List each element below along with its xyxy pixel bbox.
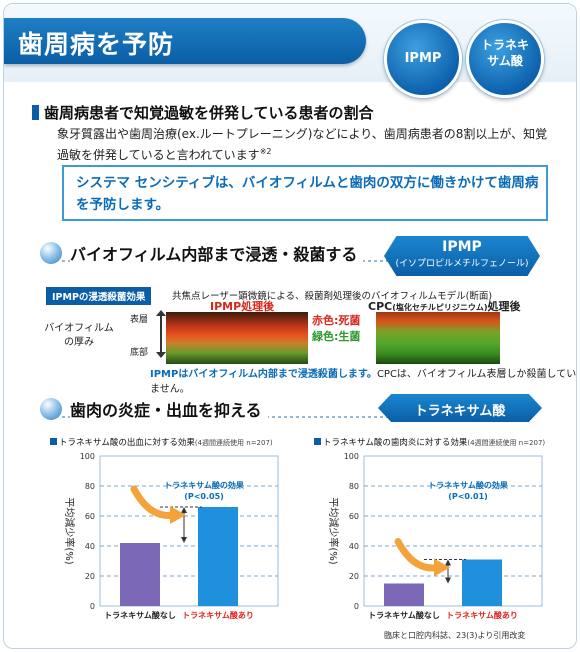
footnote-mark: ※2 <box>259 147 272 156</box>
section1-body: 象牙質露出や歯周治療(ex.ルートプレーニング)などにより、歯周病患者の8割以上… <box>57 125 557 164</box>
chart1-svg: 0 20 40 60 80 100 平均減少率(%) トラネキサム酸なし トラネキサム酸あり トラ… <box>63 452 279 620</box>
summary-callout-text: システマ センシティブは、バイオフィルムと歯肉の双方に働きかけて歯周病を予防しま… <box>76 175 539 213</box>
y-tick-label: 100 <box>344 452 359 461</box>
y-tick-label: 60 <box>85 512 95 521</box>
y-tick-label: 80 <box>85 482 95 491</box>
bar-with <box>198 507 238 606</box>
cpc-label-paren: (塩化セチルピリジニウム) <box>392 303 488 312</box>
tranexamic-circle-label: トラネキサム酸 <box>480 38 529 68</box>
y-tick-label: 100 <box>80 452 95 461</box>
bracket-arrow-down-icon <box>445 577 451 584</box>
section2-band: バイオフィルム内部まで浸透・殺菌する <box>40 240 552 270</box>
chart2-title-text: トラネキサム酸の歯肉炎に対する効果 <box>323 438 468 448</box>
y-tick-label: 40 <box>85 542 95 551</box>
y-tick-label: 20 <box>349 572 359 581</box>
effect-arrowhead-icon <box>170 506 186 524</box>
cpc-micrograph <box>376 312 500 364</box>
square-bullet-icon <box>50 438 57 445</box>
chart1-title-text: トラネキサム酸の出血に対する効果 <box>59 438 195 448</box>
axis-top-label: 表層 <box>130 315 149 325</box>
legend-dead: 赤色:死菌 <box>312 314 361 327</box>
thickness-arrow-icon <box>156 310 166 358</box>
category-label: トラネキサム酸あり <box>446 610 518 620</box>
chart1-title: トラネキサム酸の出血に対する効果(4週間連続使用 n=207) <box>50 436 273 448</box>
y-axis-label: 平均減少率(%) <box>63 497 76 564</box>
bracket-arrow-down-icon <box>181 537 187 543</box>
y-tick-label: 0 <box>90 602 95 611</box>
y-tick-label: 20 <box>85 572 95 581</box>
tranexamic-circle-badge: トラネキサム酸 <box>466 20 544 98</box>
effect-annotation: トラネキサム酸の効果 <box>164 480 244 490</box>
chart1-subtitle: (4週間連続使用 n=207) <box>194 439 273 447</box>
effect-arrowhead-icon <box>434 558 450 577</box>
ipmp-badge: IPMP (イソプロピルメチルフェノール) <box>384 236 540 276</box>
tranexamic-badge-label: トラネキサム酸 <box>414 404 506 419</box>
reference-note: 臨床と口腔内科誌、23(3)より引用改変 <box>384 631 526 640</box>
square-bullet-icon <box>314 438 321 445</box>
cpc-label-main: CPC <box>368 300 393 313</box>
ipmp-circle-label: IPMP <box>404 51 442 66</box>
cpc-image-label: CPC(塩化セチルピリジニウム)処理後 <box>368 298 521 314</box>
category-label: トラネキサム酸なし <box>368 610 440 620</box>
p-value-label: (P<0.01) <box>448 492 488 501</box>
ipmp-badge-main: IPMP <box>442 239 482 255</box>
axis-bottom-label: 底部 <box>130 348 149 358</box>
section2-heading: バイオフィルム内部まで浸透・殺菌する <box>70 241 364 265</box>
y-axis-label: 平均減少率(%) <box>327 497 340 564</box>
header: 歯周病を予防 <box>4 4 576 82</box>
method-caption: 共焦点レーザー顕微鏡による、殺菌剤処理後のバイオフィルムモデル(断面) <box>172 291 493 302</box>
tranexamic-badge: トラネキサム酸 <box>378 394 542 422</box>
summary-callout: システマ センシティブは、バイオフィルムと歯肉の双方に働きかけて歯周病を予防しま… <box>62 165 548 221</box>
section1-body-text: 象牙質露出や歯周治療(ex.ルートプレーニング)などにより、歯周病患者の8割以上… <box>57 127 548 162</box>
ipmp-note-rest: CPCは、バイオフィルム表層しか殺菌していません。 <box>150 369 577 395</box>
title-banner: 歯周病を予防 <box>4 18 366 64</box>
page-title: 歯周病を予防 <box>18 30 175 59</box>
plot-area <box>363 455 543 607</box>
ipmp-circle-badge: IPMP <box>384 20 462 98</box>
y-tick-label: 60 <box>349 512 359 521</box>
bullet-ball-icon <box>40 242 62 264</box>
bracket-arrow-up-icon <box>445 559 451 566</box>
chart2-title: トラネキサム酸の歯肉炎に対する効果(4週間連続使用 n=207) <box>314 436 545 448</box>
ipmp-note: IPMPはバイオフィルム内部まで浸透殺菌します。CPCは、バイオフィルム表層しか… <box>150 365 580 395</box>
p-value-label: (P<0.05) <box>184 492 224 501</box>
section1-heading: 歯周病患者で知覚過敏を併発している患者の割合 <box>32 104 374 122</box>
bar-without <box>120 543 160 606</box>
biofilm-thickness-label: バイオフィルムの厚み <box>44 323 114 348</box>
bracket-arrow-up-icon <box>181 507 187 513</box>
ipmp-image-label: IPMP処理後 <box>210 300 275 313</box>
ipmp-effect-tag: IPMPの浸透殺菌効果 <box>46 287 152 305</box>
y-tick-label: 0 <box>354 602 359 611</box>
ipmp-micrograph <box>166 312 308 364</box>
ipmp-note-highlight: IPMPはバイオフィルム内部まで浸透殺菌します。 <box>150 369 377 380</box>
legend-alive: 緑色:生菌 <box>312 330 361 343</box>
chart2-subtitle: (4週間連続使用 n=207) <box>467 439 546 447</box>
y-tick-label: 80 <box>349 482 359 491</box>
category-label: トラネキサム酸なし <box>104 610 176 620</box>
bar-without <box>384 583 424 606</box>
section3-heading: 歯肉の炎症・出血を抑える <box>70 397 268 421</box>
effect-annotation: トラネキサム酸の効果 <box>428 480 508 490</box>
cpc-label-suffix: 処理後 <box>487 300 521 313</box>
section3-band: 歯肉の炎症・出血を抑える <box>40 396 552 426</box>
bullet-ball-icon <box>40 398 62 420</box>
category-label: トラネキサム酸あり <box>182 610 254 620</box>
dotted-divider <box>62 416 532 418</box>
chart2-svg: 0 20 40 60 80 100 平均減少率(%) トラネキサム酸なし トラネキサム酸あり トラ… <box>327 452 543 620</box>
bar-with <box>462 559 502 606</box>
ipmp-badge-sub: (イソプロピルメチルフェノール) <box>395 259 529 269</box>
y-tick-label: 40 <box>349 542 359 551</box>
